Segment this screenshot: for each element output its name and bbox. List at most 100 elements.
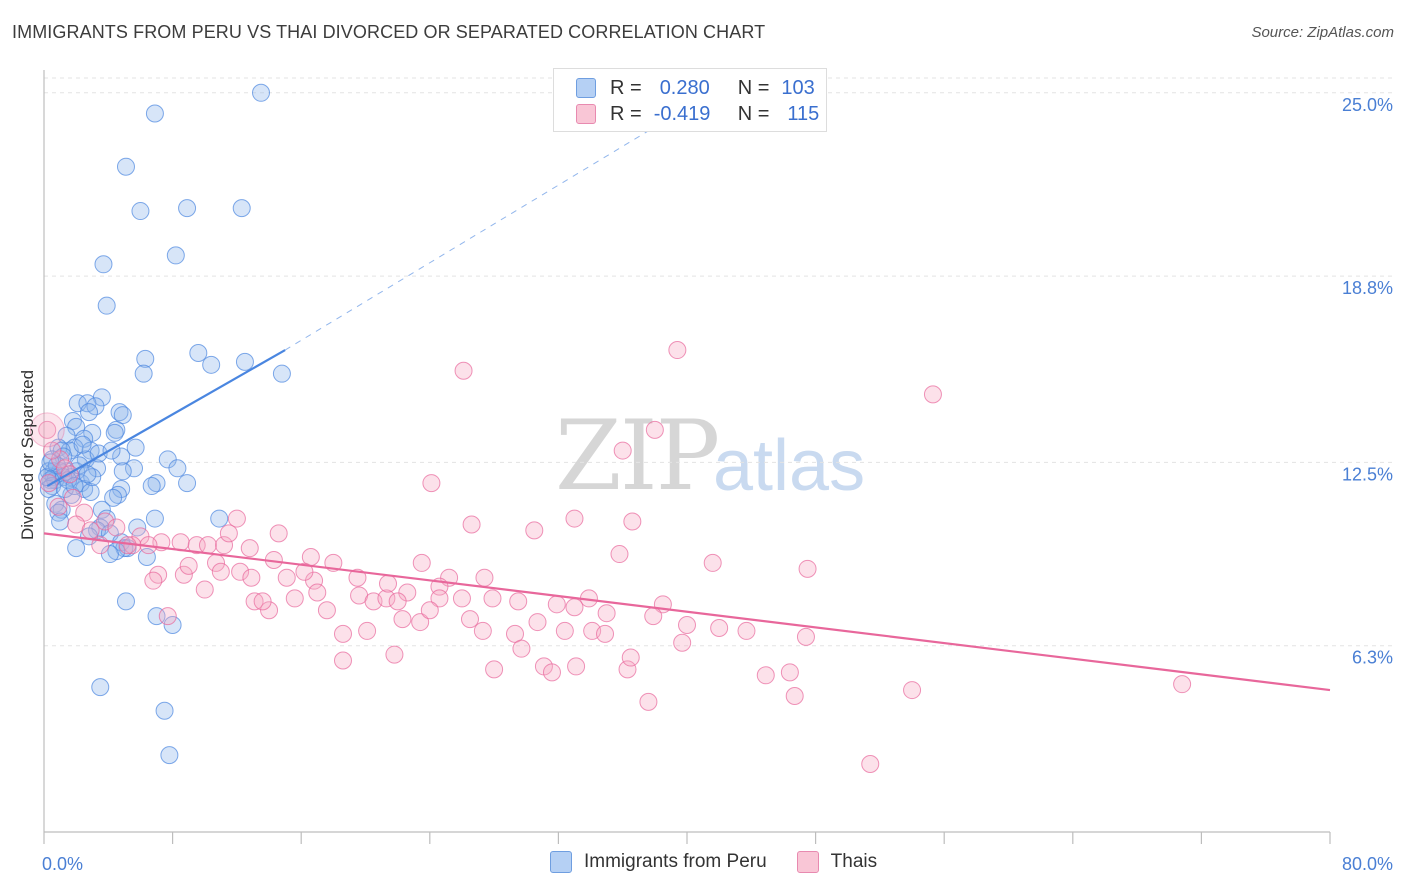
thais-data-point <box>525 521 544 540</box>
source-credit: Source: ZipAtlas.com <box>1251 24 1394 41</box>
legend-n-label: N = <box>737 102 770 125</box>
thais-data-point <box>420 601 439 620</box>
stats-legend: R = 0.280 N = 103 R = -0.419 N = 115 <box>553 68 827 132</box>
thais-data-point-large <box>29 412 65 448</box>
legend-row-peru: R = 0.280 N = 103 <box>576 75 815 101</box>
thais-data-point <box>179 556 198 575</box>
x-tick-label-min: 0.0% <box>42 854 83 874</box>
thais-data-point <box>81 521 100 540</box>
thais-data-point <box>737 621 756 640</box>
thais-data-point <box>260 601 279 620</box>
thais-data-point <box>388 592 407 611</box>
peru-data-point <box>80 403 99 422</box>
legend-r-value: -0.419 <box>653 102 711 125</box>
peru-data-point <box>145 509 164 528</box>
thais-data-point <box>39 474 58 493</box>
legend-swatch-thais <box>576 104 596 124</box>
thais-data-point <box>215 536 234 555</box>
thais-data-point <box>411 613 430 632</box>
thais-data-point <box>565 509 584 528</box>
peru-data-point <box>112 447 131 466</box>
thais-data-point <box>107 518 126 537</box>
legend-item-thais[interactable]: Thais <box>796 851 877 873</box>
peru-data-point <box>97 296 116 315</box>
peru-data-point <box>163 616 182 635</box>
peru-data-point <box>83 468 102 487</box>
watermark-zip: ZIP <box>555 400 720 512</box>
thais-data-point <box>269 524 288 543</box>
thais-data-point <box>485 660 504 679</box>
peru-trend-line <box>46 349 286 488</box>
thais-data-point <box>567 657 586 676</box>
thais-data-point <box>509 592 528 611</box>
x-tick-label-max: 80.0% <box>1342 854 1393 874</box>
peru-data-point <box>92 500 111 519</box>
thais-data-point <box>49 497 68 516</box>
thais-data-point <box>43 441 62 460</box>
thais-data-point <box>253 592 272 611</box>
axes <box>43 70 1331 844</box>
thais-data-point <box>379 574 398 593</box>
legend-label-peru: Immigrants from Peru <box>584 851 767 872</box>
thais-data-point <box>528 613 547 632</box>
peru-data-point <box>131 202 150 221</box>
peru-data-point <box>202 355 221 374</box>
legend-swatch-peru <box>550 851 572 873</box>
thais-data-point <box>678 616 696 635</box>
peru-data-point <box>147 474 166 493</box>
peru-trend-extension <box>284 107 688 351</box>
thais-data-point <box>358 621 377 640</box>
peru-data-point <box>125 459 144 478</box>
peru-data-point <box>232 199 251 218</box>
thais-data-point <box>227 509 246 528</box>
thais-data-point <box>308 583 327 602</box>
thais-data-point <box>452 589 471 608</box>
peru-data-point <box>178 474 197 493</box>
legend-swatch-thais <box>796 851 819 873</box>
thais-data-point <box>211 562 230 581</box>
thais-data-point <box>430 589 449 608</box>
y-axis-label: Divorced or Separated <box>18 370 37 540</box>
peru-data-point <box>136 349 155 368</box>
peru-data-point <box>235 352 254 371</box>
thais-data-point <box>644 607 663 626</box>
peru-data-point <box>116 157 135 176</box>
peru-data-point <box>88 459 107 478</box>
legend-n-label: N = <box>737 76 770 99</box>
thais-data-point <box>923 385 942 404</box>
thais-data-point <box>462 515 481 534</box>
thais-data-point <box>277 568 296 587</box>
peru-data-point <box>73 435 92 454</box>
peru-data-point <box>160 746 179 765</box>
thais-data-point <box>1173 675 1192 694</box>
thais-data-point <box>219 524 238 543</box>
peru-data-point <box>102 441 121 460</box>
peru-data-point <box>107 420 126 439</box>
peru-data-point <box>113 462 132 481</box>
peru-data-point <box>155 701 174 720</box>
thais-data-point <box>377 589 396 608</box>
y-tick-label: 6.3% <box>1352 648 1393 668</box>
thais-data-point <box>613 441 632 460</box>
legend-r-label: R = <box>610 76 642 99</box>
thais-data-point <box>798 559 817 578</box>
thais-data-point <box>796 627 815 646</box>
watermark-atlas: atlas <box>713 426 866 506</box>
thais-data-point <box>195 580 214 599</box>
thais-data-point <box>645 420 664 439</box>
peru-data-point <box>252 83 271 102</box>
thais-data-point <box>668 341 687 360</box>
legend-item-peru[interactable]: Immigrants from Peru <box>550 851 767 873</box>
peru-data-point <box>145 104 164 123</box>
legend-n-value: 103 <box>781 76 815 99</box>
thais-data-point <box>454 361 473 380</box>
thais-data-point <box>703 553 722 572</box>
peru-data-point <box>49 503 68 522</box>
thais-data-point <box>285 589 304 608</box>
peru-data-point <box>166 246 185 265</box>
thais-data-point <box>393 610 412 629</box>
peru-data-point <box>91 678 110 697</box>
thais-data-point <box>903 681 922 700</box>
thais-data-point <box>317 601 336 620</box>
